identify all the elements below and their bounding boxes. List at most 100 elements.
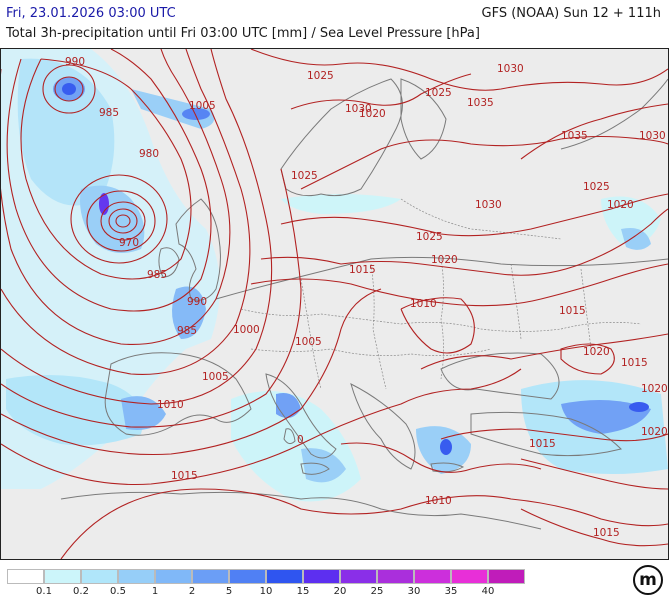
- isobar-label: 1030: [497, 63, 524, 75]
- isobar-label: 1015: [349, 264, 376, 276]
- finland-coast: [400, 78, 447, 160]
- precip-area: [99, 193, 109, 215]
- isobar-label: 1010: [425, 495, 452, 507]
- legend-tick-label: 25: [370, 586, 384, 597]
- scandinavia-coast: [280, 78, 403, 197]
- model-run-label: GFS (NOAA) Sun 12 + 111h: [481, 6, 661, 21]
- legend-tick-label: 40: [481, 586, 495, 597]
- precip-area: [281, 194, 401, 214]
- isobar: [440, 428, 668, 442]
- precip-area: [62, 83, 76, 95]
- isobar-label: 1005: [189, 100, 216, 112]
- legend-tick-label: 0.2: [73, 586, 89, 597]
- legend-swatch: [377, 569, 414, 584]
- precip-area: [440, 439, 452, 455]
- isobar-label: 1000: [233, 324, 260, 336]
- isobar-label: 1015: [171, 470, 198, 482]
- isobar-label: 1025: [291, 170, 318, 182]
- iberia-coast: [104, 352, 252, 436]
- isobar-label: 1015: [621, 357, 648, 369]
- isobar-label: 985: [99, 107, 119, 119]
- country-border: [510, 263, 522, 340]
- country-border: [300, 278, 322, 390]
- weather-map[interactable]: 990 985 980 970 985 990 985 1000 1005 10…: [0, 48, 669, 560]
- country-border: [580, 268, 592, 350]
- isobar: [290, 73, 472, 110]
- italy-coast: [265, 373, 337, 459]
- legend-swatch: [81, 569, 118, 584]
- forecast-date: Fri, 23.01.2026 03:00 UTC: [6, 6, 176, 21]
- isobar: [250, 263, 668, 307]
- isobar: [1, 168, 302, 428]
- precipitation-layer: [1, 49, 668, 502]
- isobar: [1, 288, 382, 456]
- precip-area: [121, 396, 166, 430]
- legend-tick-label: 1: [151, 586, 159, 597]
- isobar: [1, 49, 251, 375]
- map-title: Total 3h-precipitation until Fri 03:00 U…: [6, 26, 480, 41]
- isobar-labels: 990 985 980 970 985 990 985 1000 1005 10…: [65, 56, 668, 539]
- legend-tick-label: 30: [407, 586, 421, 597]
- legend-swatch: [451, 569, 488, 584]
- isobar: [520, 508, 668, 547]
- isobar: [420, 333, 668, 370]
- isobar-label: 1020: [607, 199, 634, 211]
- precip-area: [17, 58, 115, 206]
- isobar-label: 1020: [359, 108, 386, 120]
- isobar-label: 0: [297, 434, 304, 446]
- isobar-label: 1030: [345, 103, 372, 115]
- isobar: [340, 442, 542, 473]
- isobar: [300, 135, 668, 190]
- isobar: [400, 297, 475, 354]
- isobar-label: 1025: [307, 70, 334, 82]
- isobar: [6, 49, 212, 312]
- isobar: [60, 488, 668, 559]
- country-border: [240, 308, 642, 332]
- precip-area: [6, 375, 143, 446]
- isobar: [42, 64, 96, 114]
- isobar-label: 1020: [431, 254, 458, 266]
- precip-area: [182, 108, 210, 120]
- coastline-layer: [60, 78, 668, 530]
- precipitation-legend: 0.1 0.2 0.5 1 2 5 10 15 20 25 30 35 40: [7, 569, 527, 601]
- isobar: [115, 214, 131, 228]
- sardinia-coast: [283, 428, 296, 445]
- isobar-label: 985: [147, 269, 167, 281]
- country-border: [440, 258, 444, 380]
- legend-tick-label: 15: [296, 586, 310, 597]
- legend-tick-label: 35: [444, 586, 458, 597]
- isobar-label: 985: [177, 325, 197, 337]
- legend-swatch: [44, 569, 81, 584]
- isobar-label: 990: [65, 56, 85, 68]
- precip-area: [276, 393, 301, 418]
- legend-tick-label: 2: [188, 586, 196, 597]
- isobar: [1, 49, 273, 405]
- isobar: [100, 201, 146, 241]
- black-sea-coast: [440, 352, 560, 400]
- isobar-label: 1030: [639, 130, 666, 142]
- border-layer: [240, 198, 642, 390]
- isobar-label: 1015: [559, 305, 586, 317]
- isobar-label: 1010: [157, 399, 184, 411]
- turkey-coast: [470, 411, 622, 457]
- isobar-label: 1025: [425, 87, 452, 99]
- isobar-label: 1015: [529, 438, 556, 450]
- country-border: [370, 263, 387, 390]
- isobar: [280, 193, 668, 237]
- ireland-coast: [158, 247, 180, 278]
- isobar-label: 990: [187, 296, 207, 308]
- isobar-label: 1020: [641, 383, 668, 395]
- isobar: [520, 103, 668, 160]
- isobar-label: 1030: [475, 199, 502, 211]
- legend-swatch: [192, 569, 229, 584]
- precip-area: [621, 228, 651, 250]
- north-coast: [215, 256, 668, 300]
- legend-tick-label: 10: [259, 586, 273, 597]
- isobar-label: 980: [139, 148, 159, 160]
- map-canvas: 990 985 980 970 985 990 985 1000 1005 10…: [1, 49, 668, 559]
- isobar: [520, 458, 668, 490]
- isobar-label: 1025: [583, 181, 610, 193]
- legend-swatch: [303, 569, 340, 584]
- legend-swatch: [229, 569, 266, 584]
- legend-tick-label: 0.1: [36, 586, 52, 597]
